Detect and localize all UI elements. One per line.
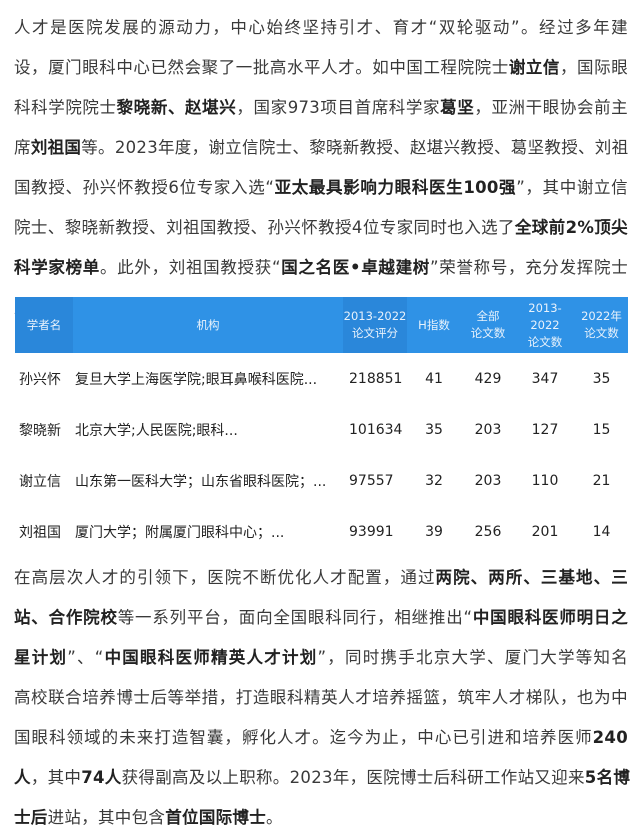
text-line: 科学家榜单。此外，刘祖国教授获“国之名医•卓越建树”荣誉称号，充分发挥院士 (14, 248, 628, 288)
bold-text: 星计划 (14, 648, 68, 667)
text-line: 士后进站，其中包含首位国际博士。 (14, 798, 628, 838)
text: 获得副高及以上职称。2023年，医院博士后科研工作站又迎来 (121, 768, 585, 787)
bold-text: 士后 (14, 808, 48, 827)
total-papers-cell: 429 (474, 370, 502, 387)
table-header-row: 学者名 机构 2013-2022 论文评分 H指数 全部 论文数 2013-2022 论文… (15, 297, 628, 353)
papers-2013-2022-cell: 127 (531, 421, 559, 438)
table-row: 黎晓新 北京大学;人民医院;眼科... 101634 35 203 127 15 (15, 404, 628, 455)
bold-text: 全球前2%顶尖 (514, 218, 628, 237)
text: 人才是医院发展的源动力，中心始终坚持引才、育才“双轮驱动”。经过多年建 (14, 18, 628, 37)
table-row: 谢立信 山东第一医科大学；山东省眼科医院；... 97557 32 203 110 21 (15, 455, 628, 506)
text: ，国家973项目首席科学家 (236, 98, 441, 117)
bold-text: 人 (14, 768, 31, 787)
text: ”，同时携手北京大学、厦门大学等知名 (317, 648, 628, 667)
text-line: 席刘祖国等。2023年度，谢立信院士、黎晓新教授、赵堪兴教授、葛坚教授、刘祖 (14, 128, 628, 168)
institution-cell: 山东第一医科大学；山东省眼科医院；... (75, 473, 327, 490)
text: ，国际眼 (560, 58, 628, 77)
text: 国教授、孙兴怀教授6位专家入选“ (14, 178, 275, 197)
h-index-cell: 35 (425, 421, 443, 438)
text: 院士、黎晓新教授、刘祖国教授、孙兴怀教授4位专家同时也入选了 (14, 218, 515, 237)
bold-text: 240 (592, 728, 628, 747)
text: ”，其中谢立信 (516, 178, 628, 197)
table-row: 刘祖国 厦门大学；附属厦门眼科中心；... 93991 39 256 201 14 (15, 506, 628, 557)
text: 高校联合培养博士后等举措，打造眼科精英人才培养摇篮，筑牢人才梯队，也为中 (14, 688, 628, 707)
text: ，其中 (30, 768, 82, 787)
header-institution: 机构 (73, 297, 343, 353)
h-index-cell: 41 (425, 370, 443, 387)
bold-text: 首位国际博士 (165, 808, 267, 827)
text-line: 国教授、孙兴怀教授6位专家入选“亚太最具影响力眼科医生100强”，其中谢立信 (14, 168, 628, 208)
bold-text: 5名博 (584, 768, 631, 787)
text-line: 院士、黎晓新教授、刘祖国教授、孙兴怀教授4位专家同时也入选了全球前2%顶尖 (14, 208, 628, 248)
papers-2022-cell: 14 (592, 523, 611, 540)
score-cell: 97557 (349, 472, 394, 489)
text-line: 设，厦门眼科中心已然会聚了一批高水平人才。如中国工程院院士谢立信，国际眼 (14, 48, 628, 88)
institution-cell: 北京大学;人民医院;眼科... (75, 422, 238, 439)
text-line: 在高层次人才的引领下，医院不断优化人才配置，通过两院、两所、三基地、三 (14, 558, 628, 598)
text: ”、“ (67, 648, 104, 667)
bold-text: 黎晓新、赵堪兴 (116, 98, 237, 117)
papers-2013-2022-cell: 347 (531, 370, 559, 387)
papers-2022-cell: 35 (592, 370, 611, 387)
text-line: 星计划”、“中国眼科医师精英人才计划”，同时携手北京大学、厦门大学等知名 (14, 638, 628, 678)
header-scholar: 学者名 (15, 297, 73, 353)
intro-paragraph: 人才是医院发展的源动力，中心始终坚持引才、育才“双轮驱动”。经过多年建 设，厦门眼… (14, 8, 628, 328)
text-line: 高校联合培养博士后等举措，打造眼科精英人才培养摇篮，筑牢人才梯队，也为中 (14, 678, 628, 718)
bold-text: 中国眼科医师明日之 (472, 608, 628, 627)
header-papers-2013-2022: 2013-2022 论文数 (515, 297, 575, 353)
text-line: 国眼科领域的未来打造智囊，孵化人才。迄今为止，中心已引进和培养医师240 (14, 718, 628, 758)
papers-2022-cell: 15 (592, 421, 611, 438)
text: 设，厦门眼科中心已然会聚了一批高水平人才。如中国工程院院士 (14, 58, 509, 77)
scholar-name-cell: 刘祖国 (19, 524, 61, 541)
bold-text: 科学家榜单 (14, 258, 100, 277)
text: 进站，其中包含 (47, 808, 166, 827)
score-cell: 218851 (349, 370, 403, 387)
text: ”荣誉称号，充分发挥院士 (430, 258, 628, 277)
bold-text: 站、合作院校 (14, 608, 118, 627)
scholar-table: 学者名 机构 2013-2022 论文评分 H指数 全部 论文数 2013-2022 论文… (15, 297, 628, 557)
institution-cell: 复旦大学上海医学院;眼耳鼻喉科医院... (75, 371, 318, 388)
institution-cell: 厦门大学；附属厦门眼科中心；... (75, 524, 285, 541)
score-cell: 101634 (349, 421, 403, 438)
bold-text: 亚太最具影响力眼科医生100强 (274, 178, 517, 197)
text: 科科学院院士 (14, 98, 117, 117)
table-row: 孙兴怀 复旦大学上海医学院;眼耳鼻喉科医院... 218851 41 429 347 35 (15, 353, 628, 404)
text: 等一系列平台，面向全国眼科同行，相继推出“ (117, 608, 473, 627)
text: 国眼科领域的未来打造智囊，孵化人才。迄今为止，中心已引进和培养医师 (14, 728, 593, 747)
text-line: 人才是医院发展的源动力，中心始终坚持引才、育才“双轮驱动”。经过多年建 (14, 8, 628, 48)
header-h-index: H指数 (407, 297, 461, 353)
text: ，亚洲干眼协会前主 (474, 98, 628, 117)
header-papers-2022: 2022年 论文数 (575, 297, 628, 353)
text: 。此外，刘祖国教授获“ (99, 258, 281, 277)
bold-text: 葛坚 (440, 98, 475, 117)
papers-2013-2022-cell: 110 (531, 472, 559, 489)
scholar-name-cell: 孙兴怀 (19, 371, 61, 388)
bold-text: 刘祖国 (30, 138, 82, 157)
text: 等。2023年度，谢立信院士、黎晓新教授、赵堪兴教授、葛坚教授、刘祖 (81, 138, 629, 157)
text-line: 人，其中74人获得副高及以上职称。2023年，医院博士后科研工作站又迎来5名博 (14, 758, 631, 798)
text: 。 (266, 808, 283, 827)
bold-text: 国之名医•卓越建树 (280, 258, 430, 277)
total-papers-cell: 203 (474, 472, 502, 489)
text: 席 (14, 138, 31, 157)
talent-paragraph: 在高层次人才的引领下，医院不断优化人才配置，通过两院、两所、三基地、三 站、合作院… (14, 558, 631, 838)
score-cell: 93991 (349, 523, 394, 540)
header-score: 2013-2022 论文评分 (343, 297, 407, 353)
text: 在高层次人才的引领下，医院不断优化人才配置，通过 (14, 568, 436, 587)
scholar-name-cell: 黎晓新 (19, 422, 61, 439)
h-index-cell: 32 (425, 472, 443, 489)
bold-text: 谢立信 (508, 58, 560, 77)
bold-text: 中国眼科医师精英人才计划 (103, 648, 318, 667)
text-line: 科科学院院士黎晓新、赵堪兴，国家973项目首席科学家葛坚，亚洲干眼协会前主 (14, 88, 628, 128)
text-line: 站、合作院校等一系列平台，面向全国眼科同行，相继推出“中国眼科医师明日之 (14, 598, 628, 638)
papers-2013-2022-cell: 201 (531, 523, 559, 540)
bold-text: 74人 (81, 768, 122, 787)
header-total-papers: 全部 论文数 (461, 297, 515, 353)
scholar-name-cell: 谢立信 (19, 473, 61, 490)
bold-text: 两院、两所、三基地、三 (435, 568, 628, 587)
h-index-cell: 39 (425, 523, 443, 540)
total-papers-cell: 203 (474, 421, 502, 438)
total-papers-cell: 256 (474, 523, 502, 540)
papers-2022-cell: 21 (592, 472, 611, 489)
